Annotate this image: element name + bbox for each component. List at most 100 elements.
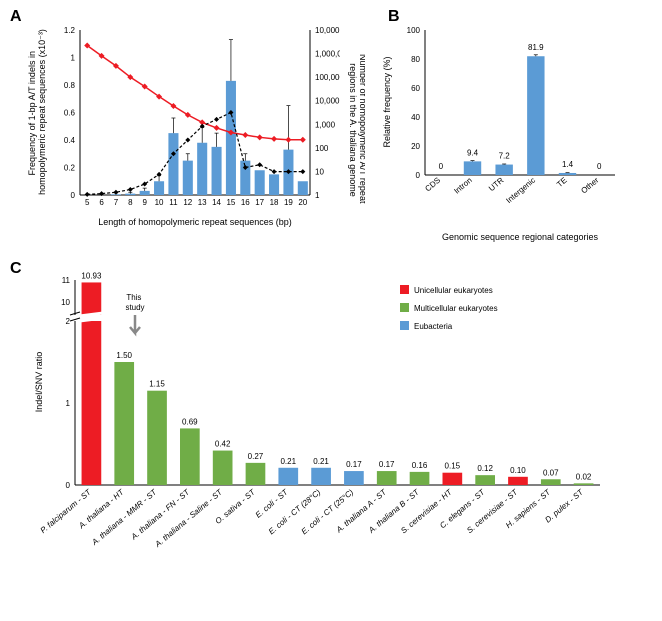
bar bbox=[311, 468, 331, 485]
panel-a-red-line bbox=[87, 46, 303, 140]
svg-text:9.4: 9.4 bbox=[467, 148, 479, 157]
bar bbox=[527, 56, 544, 175]
bar bbox=[410, 472, 430, 485]
svg-text:0.12: 0.12 bbox=[477, 464, 493, 473]
svg-text:0.02: 0.02 bbox=[576, 472, 592, 481]
bar bbox=[464, 161, 481, 175]
svg-text:Intron: Intron bbox=[452, 176, 473, 196]
right-y-ticks: 1 10 100 1,000 10,000 100,000 1,000,000 … bbox=[315, 26, 340, 200]
svg-text:TE: TE bbox=[555, 176, 569, 189]
svg-text:Unicellular eukaryotes: Unicellular eukaryotes bbox=[414, 286, 493, 295]
bar bbox=[475, 475, 495, 485]
svg-text:0.4: 0.4 bbox=[64, 136, 76, 145]
bar bbox=[140, 191, 150, 195]
svg-text:60: 60 bbox=[411, 84, 420, 93]
bar bbox=[114, 362, 134, 485]
panel-a-ylabel-right-container: Number of homopolymeric A/T repeat regio… bbox=[345, 30, 355, 230]
svg-text:0: 0 bbox=[416, 171, 421, 180]
svg-text:A. thaliana - FN - ST: A. thaliana - FN - ST bbox=[129, 487, 192, 542]
svg-text:10,000,000: 10,000,000 bbox=[315, 26, 340, 35]
panel-a: 0 0.2 0.4 0.6 0.8 1 1.2 1 10 100 1,000 1… bbox=[20, 15, 340, 250]
svg-text:10,000: 10,000 bbox=[315, 97, 340, 106]
bar bbox=[278, 468, 298, 485]
panel-a-xlabel: Length of homopolymeric repeat sequences… bbox=[98, 217, 292, 227]
bar bbox=[226, 81, 236, 195]
panel-b-ylabel: Relative frequency (%) bbox=[382, 56, 392, 147]
svg-text:0.21: 0.21 bbox=[313, 457, 329, 466]
bar bbox=[212, 147, 222, 195]
svg-text:1,000,000: 1,000,000 bbox=[315, 50, 340, 59]
svg-text:19: 19 bbox=[284, 198, 293, 207]
svg-text:1,000: 1,000 bbox=[315, 120, 336, 129]
bar bbox=[180, 428, 200, 485]
svg-text:40: 40 bbox=[411, 113, 420, 122]
svg-text:20: 20 bbox=[298, 198, 307, 207]
panel-a-bars bbox=[111, 40, 308, 195]
svg-text:11: 11 bbox=[169, 198, 178, 207]
this-study-annotation: This study bbox=[125, 293, 144, 333]
panel-c-ylabel: Indel/SNV ratio bbox=[34, 352, 44, 413]
panel-a-ylabel-right: Number of homopolymeric A/T repeat regio… bbox=[348, 54, 365, 206]
bar bbox=[197, 143, 207, 195]
svg-text:0: 0 bbox=[71, 191, 76, 200]
panel-b-bars: 09.47.281.91.40 bbox=[439, 43, 602, 175]
svg-text:9: 9 bbox=[142, 198, 147, 207]
panel-a-red-markers bbox=[84, 43, 306, 143]
svg-text:Intergenic: Intergenic bbox=[504, 176, 537, 205]
svg-text:1: 1 bbox=[71, 54, 76, 63]
svg-text:0: 0 bbox=[439, 162, 444, 171]
svg-text:0.07: 0.07 bbox=[543, 468, 559, 477]
svg-text:2: 2 bbox=[66, 317, 71, 326]
svg-text:0.27: 0.27 bbox=[248, 452, 264, 461]
svg-text:80: 80 bbox=[411, 55, 420, 64]
bar bbox=[541, 479, 561, 485]
svg-text:18: 18 bbox=[270, 198, 279, 207]
bar bbox=[125, 194, 135, 195]
bar bbox=[559, 173, 576, 175]
bar bbox=[154, 181, 164, 195]
svg-text:16: 16 bbox=[241, 198, 250, 207]
svg-text:6: 6 bbox=[99, 198, 104, 207]
svg-text:1.15: 1.15 bbox=[149, 380, 165, 389]
svg-text:0.15: 0.15 bbox=[445, 462, 461, 471]
bar bbox=[298, 181, 308, 195]
panel-a-chart: 0 0.2 0.4 0.6 0.8 1 1.2 1 10 100 1,000 1… bbox=[20, 15, 340, 250]
svg-text:100: 100 bbox=[315, 144, 329, 153]
svg-text:0: 0 bbox=[597, 162, 602, 171]
bar bbox=[183, 161, 193, 195]
panel-a-x-ticks: 567891011121314151617181920 bbox=[85, 198, 308, 207]
svg-text:0.10: 0.10 bbox=[510, 466, 526, 475]
svg-text:11: 11 bbox=[62, 276, 71, 285]
svg-text:This study: This study bbox=[125, 293, 144, 312]
svg-text:0.17: 0.17 bbox=[346, 460, 362, 469]
svg-text:7.2: 7.2 bbox=[499, 152, 511, 161]
svg-text:UTR: UTR bbox=[487, 176, 506, 194]
svg-text:1: 1 bbox=[315, 191, 320, 200]
bar bbox=[269, 174, 279, 195]
svg-text:100: 100 bbox=[407, 26, 421, 35]
svg-text:10: 10 bbox=[61, 298, 70, 307]
panel-b-yticks: 0 20 40 60 80 100 bbox=[407, 26, 421, 180]
bar bbox=[147, 391, 167, 485]
svg-text:0.42: 0.42 bbox=[215, 440, 231, 449]
bar bbox=[377, 471, 397, 485]
svg-text:0.17: 0.17 bbox=[379, 460, 395, 469]
svg-text:12: 12 bbox=[183, 198, 192, 207]
bar bbox=[443, 473, 463, 485]
svg-text:81.9: 81.9 bbox=[528, 43, 544, 52]
panel-a-ylabel-left: Frequency of 1-bp A/T indels in homopoly… bbox=[27, 29, 47, 195]
bar bbox=[255, 170, 265, 195]
svg-text:7: 7 bbox=[114, 198, 119, 207]
svg-text:15: 15 bbox=[226, 198, 235, 207]
svg-text:0.69: 0.69 bbox=[182, 417, 198, 426]
svg-text:5: 5 bbox=[85, 198, 90, 207]
svg-text:Other: Other bbox=[579, 175, 600, 195]
svg-text:17: 17 bbox=[255, 198, 264, 207]
svg-text:1.2: 1.2 bbox=[64, 26, 76, 35]
svg-text:13: 13 bbox=[198, 198, 207, 207]
svg-text:8: 8 bbox=[128, 198, 133, 207]
svg-text:0.6: 0.6 bbox=[64, 109, 76, 118]
panel-c: 0 1 2 10 11 10.931.501.150.690.420.270.2… bbox=[20, 265, 640, 605]
panel-b: 0 20 40 60 80 100 09.47.281.91.40 CDSInt… bbox=[365, 15, 645, 250]
svg-text:Eubacteria: Eubacteria bbox=[414, 322, 453, 331]
